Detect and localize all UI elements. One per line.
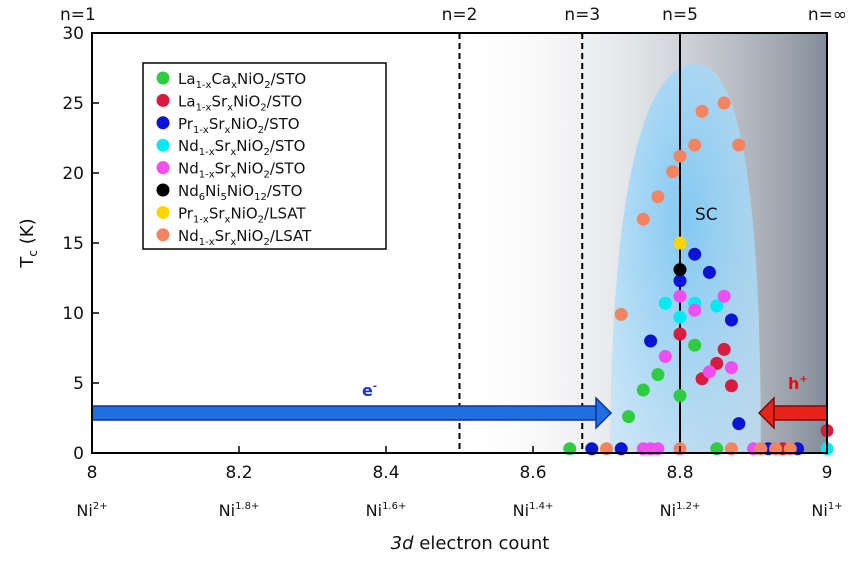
legend-box: [142, 62, 387, 250]
x-axis-title: 3d electron count: [391, 533, 550, 554]
legend-entry: La1-xSrxNiO2/STO: [178, 92, 302, 113]
legend-entry: Nd1-xSrxNiO2/LSAT: [178, 227, 312, 248]
point-series-1: [724, 379, 738, 393]
point-series-2: [702, 265, 716, 279]
point-series-2: [688, 247, 702, 261]
n-label: n=3: [564, 5, 600, 25]
legend-marker: [156, 161, 170, 175]
y-axis-ticks: 0 5 10 15 20 25 30: [62, 24, 99, 464]
point-series-7: [614, 307, 628, 321]
y-tick-label: 5: [73, 374, 84, 394]
point-series-4: [688, 303, 702, 317]
legend-entry: Nd6Ni5NiO12/STO: [178, 182, 302, 203]
legend-marker: [156, 71, 170, 85]
sc-dome-label: SC: [695, 205, 718, 225]
point-series-4: [717, 289, 731, 303]
legend-entry: Nd1-xSrxNiO2/STO: [178, 160, 305, 181]
point-series-3: [710, 299, 724, 313]
legend-entry: Nd1-xSrxNiO2/STO: [178, 137, 305, 158]
point-series-2: [724, 313, 738, 327]
legend-entry: La1-xCaxNiO2/STO: [178, 70, 306, 91]
y-tick-label: 20: [62, 164, 84, 184]
legend-entry: Pr1-xSrxNiO2/LSAT: [178, 204, 306, 225]
n-label: n=1: [60, 5, 96, 25]
point-series-3: [673, 310, 687, 324]
y-tick-label: 15: [62, 234, 84, 254]
point-series-0: [636, 383, 650, 397]
ni-valence-label: Ni1.6+: [366, 501, 407, 520]
legend: La1-xCaxNiO2/STOLa1-xSrxNiO2/STOPr1-xSrx…: [142, 62, 387, 250]
y-tick-label: 0: [73, 444, 84, 464]
y-tick-label: 25: [62, 94, 84, 114]
point-series-7: [732, 138, 746, 152]
x-tick-label: 8.8: [666, 463, 693, 483]
ni-valence-labels: Ni2+ Ni1.8+ Ni1.6+ Ni1.4+ Ni1.2+ Ni1+: [76, 501, 842, 520]
y-tick-label: 30: [62, 24, 84, 44]
point-series-4: [673, 289, 687, 303]
point-series-4: [658, 349, 672, 363]
n-layer-labels: n=1 n=2 n=3 n=5 n=∞: [60, 5, 847, 25]
point-series-0: [651, 368, 665, 382]
electron-label: e-: [362, 381, 377, 400]
legend-marker: [156, 116, 170, 130]
point-series-7: [673, 149, 687, 163]
hole-label: h+: [788, 374, 808, 393]
point-series-6: [673, 236, 687, 250]
point-series-4: [702, 365, 716, 379]
y-axis-title: Tc (K): [17, 218, 40, 268]
n-label: n=2: [442, 5, 478, 25]
point-series-7: [717, 96, 731, 110]
x-tick-label: 8.6: [519, 463, 546, 483]
x-tick-label: 8.2: [225, 463, 252, 483]
point-series-4: [724, 361, 738, 375]
point-series-1: [673, 327, 687, 341]
point-series-0: [688, 338, 702, 352]
point-series-2: [644, 334, 658, 348]
point-series-5: [673, 263, 687, 277]
point-series-7: [695, 104, 709, 118]
point-series-2: [732, 417, 746, 431]
ni-valence-label: Ni2+: [76, 501, 107, 520]
y-tick-label: 10: [62, 304, 84, 324]
point-series-0: [673, 389, 687, 403]
point-series-0: [622, 410, 636, 424]
n-label: n=∞: [808, 5, 847, 25]
point-series-1: [710, 356, 724, 370]
ni-valence-label: Ni1.4+: [513, 501, 554, 520]
point-series-2: [673, 274, 687, 288]
ni-valence-label: Ni1.8+: [219, 501, 260, 520]
point-series-7: [666, 165, 680, 179]
legend-marker: [156, 138, 170, 152]
point-series-7: [636, 212, 650, 226]
x-tick-label: 9: [822, 463, 833, 483]
legend-marker: [156, 93, 170, 107]
legend-entry: Pr1-xSrxNiO2/STO: [178, 115, 300, 136]
point-series-1: [717, 342, 731, 356]
x-axis-ticks: 8 8.2 8.4 8.6 8.8 9: [87, 446, 833, 483]
legend-marker: [156, 228, 170, 242]
legend-marker: [156, 183, 170, 197]
ni-valence-label: Ni1+: [811, 501, 842, 520]
ni-valence-label: Ni1.2+: [660, 501, 701, 520]
legend-marker: [156, 205, 170, 219]
n-label: n=5: [662, 5, 698, 25]
point-series-7: [651, 190, 665, 204]
x-tick-label: 8: [87, 463, 98, 483]
point-series-7: [688, 138, 702, 152]
point-series-3: [658, 296, 672, 310]
x-tick-label: 8.4: [372, 463, 399, 483]
hole-doping-arrow: [757, 396, 828, 430]
